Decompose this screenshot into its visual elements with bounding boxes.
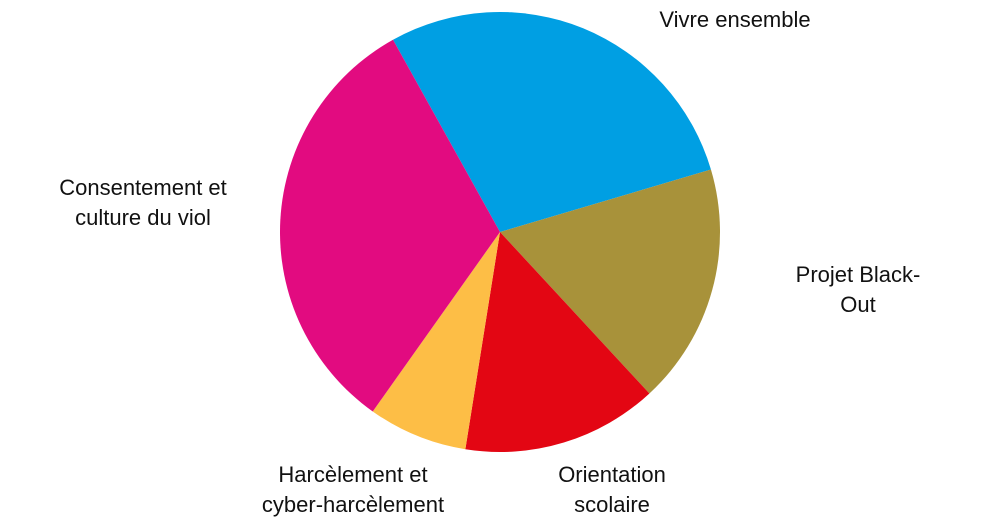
slice-label: Vivre ensemble [659, 7, 811, 32]
pie-slice [465, 232, 650, 452]
slice-label: Harcèlement et cyber-harcèlement [261, 462, 445, 517]
pie-slice [372, 232, 500, 450]
pie-slice [500, 169, 720, 394]
pie-slice [280, 39, 500, 412]
slice-label: Consentement et culture du viol [59, 175, 227, 230]
slice-label: Orientation scolaire [558, 462, 666, 517]
pie-slice [393, 11, 711, 232]
slice-label: Projet Black-Out [795, 262, 921, 317]
